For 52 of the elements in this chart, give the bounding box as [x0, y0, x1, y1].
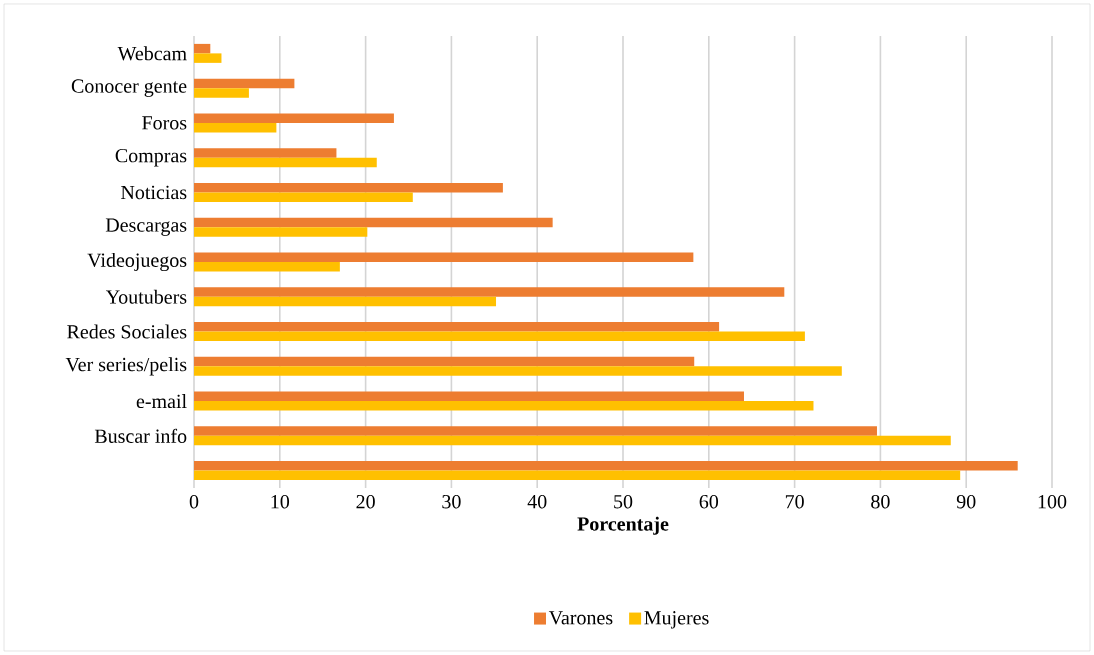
- y-tick-label: e-mail: [136, 394, 187, 409]
- bar: [194, 78, 295, 89]
- bar: [194, 391, 744, 402]
- bar: [194, 252, 694, 262]
- bar: [194, 461, 1018, 471]
- bar: [194, 217, 553, 228]
- y-tick-label: Compras: [115, 148, 187, 167]
- x-tick-label: 20: [356, 494, 375, 509]
- bar: [194, 296, 497, 307]
- x-tick-label: 100: [1038, 494, 1067, 509]
- bar: [194, 287, 785, 297]
- bar: [194, 53, 222, 63]
- x-tick-label: 80: [871, 494, 890, 509]
- bar: [194, 356, 695, 367]
- x-tick-label: 50: [614, 494, 633, 509]
- y-tick-label: Ver series/pelis: [65, 357, 187, 376]
- x-tick-label: 30: [442, 494, 461, 509]
- bar: [194, 470, 961, 481]
- y-tick-label: Buscar info: [94, 428, 187, 443]
- x-tick-label: 90: [956, 494, 976, 509]
- y-tick-label: Noticias: [121, 185, 187, 200]
- legend-label: Varones: [548, 611, 613, 625]
- bar: [194, 331, 805, 342]
- legend-label: Mujeres: [644, 611, 709, 629]
- x-tick-label: 0: [189, 494, 199, 509]
- y-tick-label: Webcam: [117, 46, 187, 61]
- x-tick-label: 60: [699, 494, 719, 509]
- y-tick-label: Redes Sociales: [67, 324, 187, 339]
- y-tick-label: Conocer gente: [71, 79, 187, 97]
- y-tick-label: Youtubers: [105, 289, 187, 304]
- bar: [194, 401, 814, 411]
- bar: [194, 262, 340, 272]
- x-tick-label: 40: [527, 494, 547, 509]
- bar: [194, 43, 211, 54]
- x-axis-title: Porcentaje: [577, 516, 669, 535]
- bar: [194, 435, 951, 446]
- x-tick-label: 10: [271, 494, 290, 509]
- bar: [194, 192, 413, 202]
- bar: [194, 426, 877, 436]
- bar: [194, 227, 368, 237]
- bar: [194, 148, 337, 158]
- bar: [194, 322, 720, 332]
- bar: [194, 366, 842, 376]
- y-tick-label: Foros: [142, 116, 187, 130]
- bar: [194, 157, 377, 168]
- bar: [194, 88, 249, 98]
- bar: [194, 113, 394, 123]
- bar: [194, 122, 277, 133]
- y-tick-label: Descargas: [105, 218, 187, 236]
- x-tick-label: 70: [785, 494, 804, 509]
- bar: [194, 182, 503, 193]
- y-tick-label: Videojuegos: [87, 252, 187, 272]
